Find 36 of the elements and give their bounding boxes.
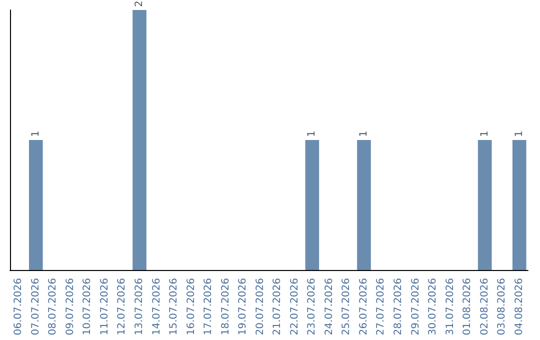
x-tick-label: 01.08.2026 [462, 278, 474, 336]
x-tick-label: 26.07.2026 [358, 278, 370, 336]
x-tick-label: 23.07.2026 [306, 278, 318, 336]
x-tick-label: 27.07.2026 [376, 278, 387, 336]
x-tick-label: 29.07.2026 [410, 278, 422, 336]
x-tick-label: 13.07.2026 [134, 278, 145, 336]
data-label: 1 [306, 130, 318, 137]
x-tick-label: 08.07.2026 [48, 278, 59, 336]
data-label: 1 [514, 130, 525, 137]
data-label: 2 [134, 0, 145, 7]
x-tick-label: 22.07.2026 [289, 278, 300, 336]
x-tick-label: 30.07.2026 [428, 278, 439, 336]
x-tick-label: 12.07.2026 [116, 278, 128, 336]
x-tick-label: 07.07.2026 [30, 278, 42, 336]
data-label: 1 [30, 130, 42, 137]
x-tick-label: 06.07.2026 [13, 278, 24, 336]
x-tick-label: 31.07.2026 [444, 278, 456, 336]
x-tick-label: 14.07.2026 [151, 278, 162, 336]
x-tick-label: 20.07.2026 [254, 278, 266, 336]
x-tick-label: 10.07.2026 [82, 278, 94, 336]
x-tick-label: 16.07.2026 [186, 278, 197, 336]
x-tick-label: 04.08.2026 [514, 278, 525, 336]
x-tick-label: 15.07.2026 [168, 278, 180, 336]
x-tick-label: 17.07.2026 [203, 278, 214, 336]
x-tick-label: 09.07.2026 [64, 278, 76, 336]
x-tick-label: 25.07.2026 [341, 278, 352, 336]
x-tick-label: 21.07.2026 [272, 278, 284, 336]
x-tick-label: 19.07.2026 [238, 278, 249, 336]
x-tick-label: 28.07.2026 [393, 278, 404, 336]
x-tick-label: 24.07.2026 [324, 278, 335, 336]
x-tick-label: 18.07.2026 [220, 278, 232, 336]
x-tick-label: 11.07.2026 [99, 278, 110, 336]
data-label: 1 [358, 130, 370, 137]
x-tick-label: 02.08.2026 [479, 278, 490, 336]
x-tick-label: 03.08.2026 [496, 278, 508, 336]
data-label: 1 [479, 130, 490, 137]
